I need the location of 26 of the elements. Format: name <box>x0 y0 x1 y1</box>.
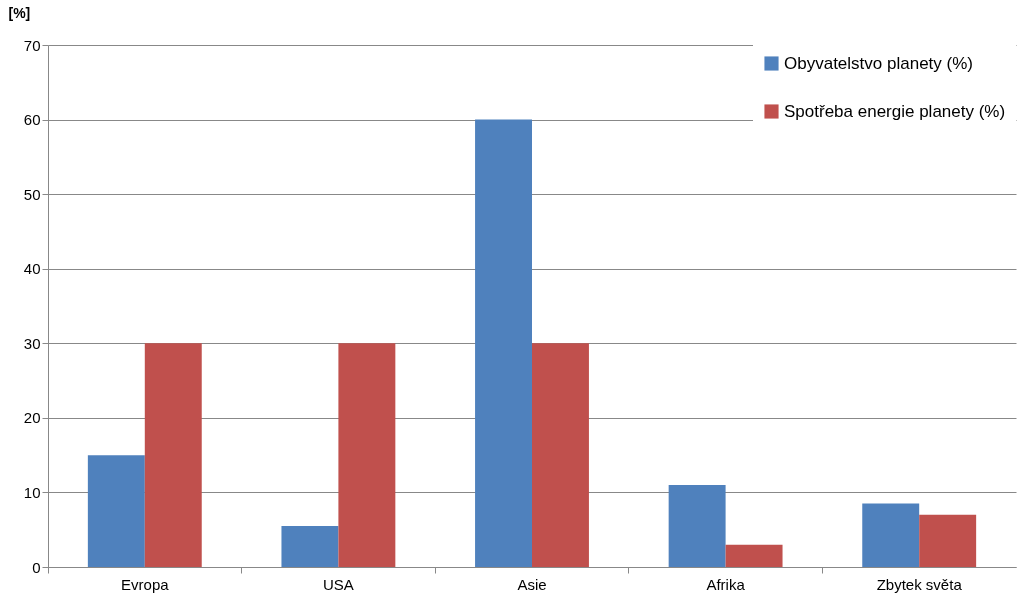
y-tick-label: 20 <box>23 409 41 427</box>
y-axis-title: [%] <box>8 4 31 21</box>
legend-label: Spotřeba energie planety (%) <box>784 101 1006 121</box>
bar <box>144 343 202 567</box>
bar <box>281 525 339 567</box>
bar <box>725 544 783 567</box>
y-tick-label: 30 <box>23 334 41 352</box>
bar <box>919 514 977 567</box>
y-tick-label: 0 <box>32 558 41 576</box>
bar <box>338 343 396 567</box>
bar <box>475 119 532 567</box>
x-tick-label: Asie <box>517 575 547 593</box>
x-tick-label: Afrika <box>706 575 746 593</box>
bar <box>532 343 589 567</box>
x-tick-label: Evropa <box>121 575 170 593</box>
x-tick-label: USA <box>322 575 354 593</box>
y-tick-label: 10 <box>23 483 41 501</box>
y-tick-label: 50 <box>23 185 41 203</box>
bar <box>862 503 920 567</box>
y-tick-label: 40 <box>23 260 41 278</box>
x-tick-label: Zbytek světa <box>876 575 963 593</box>
y-tick-label: 70 <box>23 36 41 54</box>
y-tick-label: 60 <box>23 111 41 129</box>
bar <box>668 484 726 567</box>
bar <box>87 455 145 567</box>
legend-label: Obyvatelstvo planety (%) <box>784 53 973 73</box>
